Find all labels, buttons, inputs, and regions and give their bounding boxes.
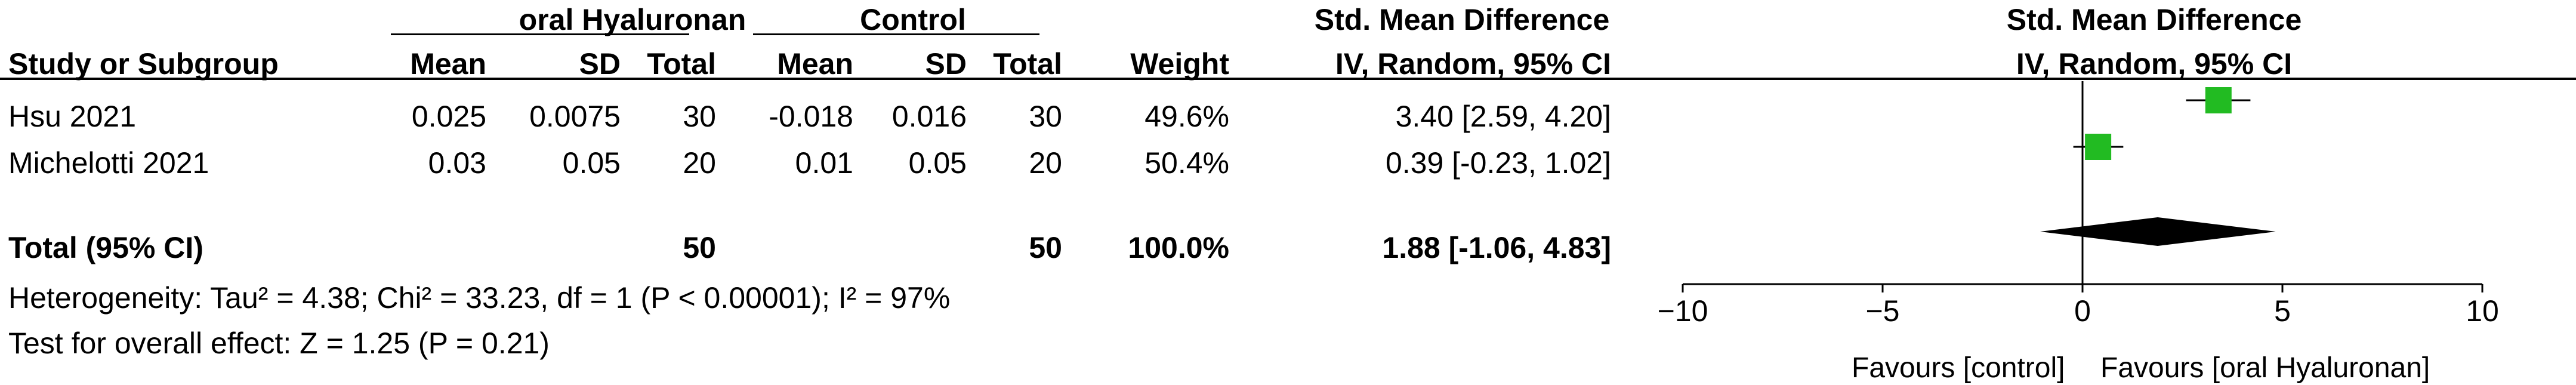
exp-sd: 0.05 [562,146,621,180]
effect-ci: 3.40 [2.59, 4.20] [1395,100,1611,133]
ctl-sd: 0.016 [891,100,967,133]
col-header-weight: Weight [1130,47,1229,81]
ctl-sd: 0.05 [908,146,967,180]
ctl-mean: 0.01 [795,146,853,180]
experimental-group-underline [391,33,689,35]
group-header-control: Control [860,3,966,36]
study-point-estimate [2085,134,2112,160]
x-tick-label: 0 [2074,294,2091,328]
effect-measure-header: Std. Mean Difference [1314,3,1610,36]
total-exp-total: 50 [683,231,716,264]
col-header-ctl-mean: Mean [777,47,853,81]
col-header-ctl-total: Total [993,47,1062,81]
study-name: Michelotti 2021 [8,146,209,180]
overall-effect-text: Test for overall effect: Z = 1.25 (P = 0… [8,327,550,360]
group-header-experimental: oral Hyaluronan [519,3,746,36]
control-group-underline [753,33,1039,35]
favours-left-label: Favours [control] [1852,352,2065,384]
x-tick-label: 5 [2274,294,2291,328]
ctl-total: 30 [1029,100,1062,133]
plot-effect-measure-header: Std. Mean Difference [2006,3,2302,36]
col-header-exp-total: Total [647,47,716,81]
ctl-mean: -0.018 [769,100,853,133]
x-tick-label: −10 [1658,294,1708,328]
x-axis-ticks: −10 −5 0 5 10 [1658,284,2499,328]
total-weight: 100.0% [1128,231,1229,264]
exp-mean: 0.03 [428,146,486,180]
col-header-exp-mean: Mean [410,47,486,81]
study-marks [2073,87,2251,160]
total-label: Total (95% CI) [8,231,203,264]
heterogeneity-text: Heterogeneity: Tau² = 4.38; Chi² = 33.23… [8,281,951,315]
col-header-study: Study or Subgroup [8,47,279,81]
exp-total: 30 [683,100,716,133]
col-header-exp-sd: SD [579,47,621,81]
header-rule [0,78,2576,80]
study-name: Hsu 2021 [8,100,137,133]
effect-ci: 0.39 [-0.23, 1.02] [1385,146,1611,180]
x-tick-label: 10 [2466,294,2499,328]
x-tick-label: −5 [1865,294,1899,328]
exp-mean: 0.025 [411,100,486,133]
weight: 50.4% [1144,146,1229,180]
weight: 49.6% [1144,100,1229,133]
plot-col-header-method: IV, Random, 95% CI [2016,47,2293,81]
col-header-ctl-sd: SD [925,47,967,81]
study-point-estimate [2205,87,2232,113]
favours-right-label: Favours [oral Hyaluronan] [2100,352,2430,384]
col-header-method: IV, Random, 95% CI [1335,47,1611,81]
exp-sd: 0.0075 [529,100,621,133]
pooled-diamond [2040,217,2276,246]
exp-total: 20 [683,146,716,180]
total-effect-ci: 1.88 [-1.06, 4.83] [1382,231,1611,264]
total-ctl-total: 50 [1029,231,1062,264]
ctl-total: 20 [1029,146,1062,180]
